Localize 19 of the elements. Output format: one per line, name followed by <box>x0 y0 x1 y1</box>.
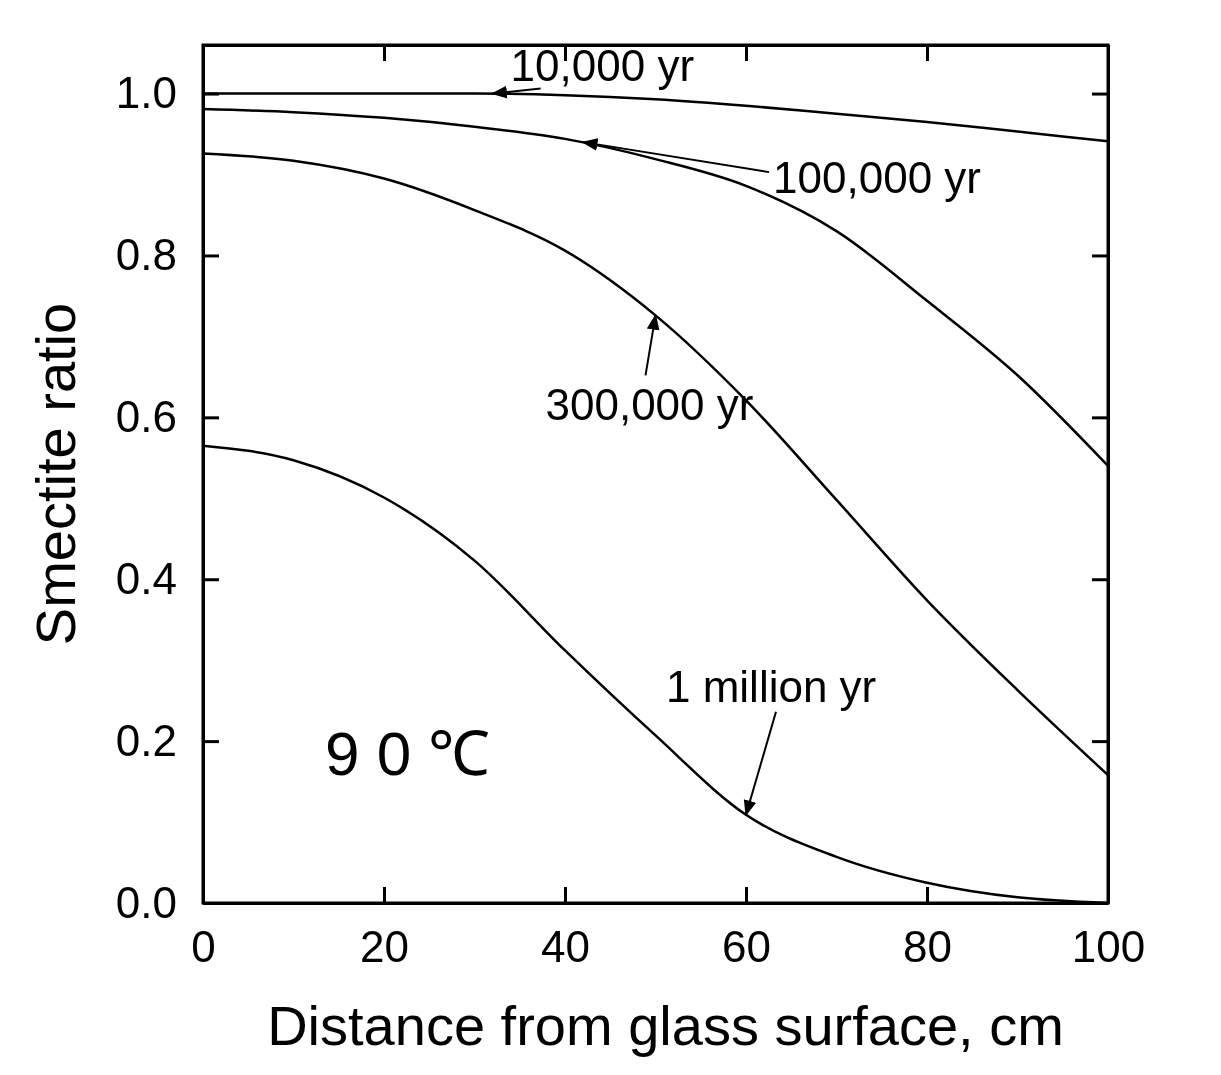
annotation: 100,000 yr <box>773 153 982 203</box>
annotation: 10,000 yr <box>510 40 695 90</box>
x-tick-label: 20 <box>360 922 409 972</box>
y-tick-label: 0.8 <box>115 230 177 280</box>
annotation: 1 million yr <box>666 661 877 711</box>
x-tick-label: 60 <box>722 922 771 972</box>
x-tick-label: 0 <box>191 922 216 972</box>
y-axis-title: Smectite ratio <box>24 302 87 646</box>
x-tick-label: 80 <box>903 922 952 972</box>
y-tick-label: 1.0 <box>115 68 177 118</box>
y-tick-label: 0.4 <box>115 553 177 603</box>
y-tick-label: 0.6 <box>115 391 177 441</box>
x-tick-label: 100 <box>1071 922 1146 972</box>
x-axis-title: Distance from glass surface, cm <box>267 994 1064 1057</box>
y-tick-label: 0.2 <box>115 715 177 765</box>
y-tick-label: 0.0 <box>115 877 177 927</box>
annotation: 9 0 ℃ <box>325 719 491 788</box>
x-tick-label: 40 <box>541 922 590 972</box>
annotation: 300,000 yr <box>545 380 754 430</box>
